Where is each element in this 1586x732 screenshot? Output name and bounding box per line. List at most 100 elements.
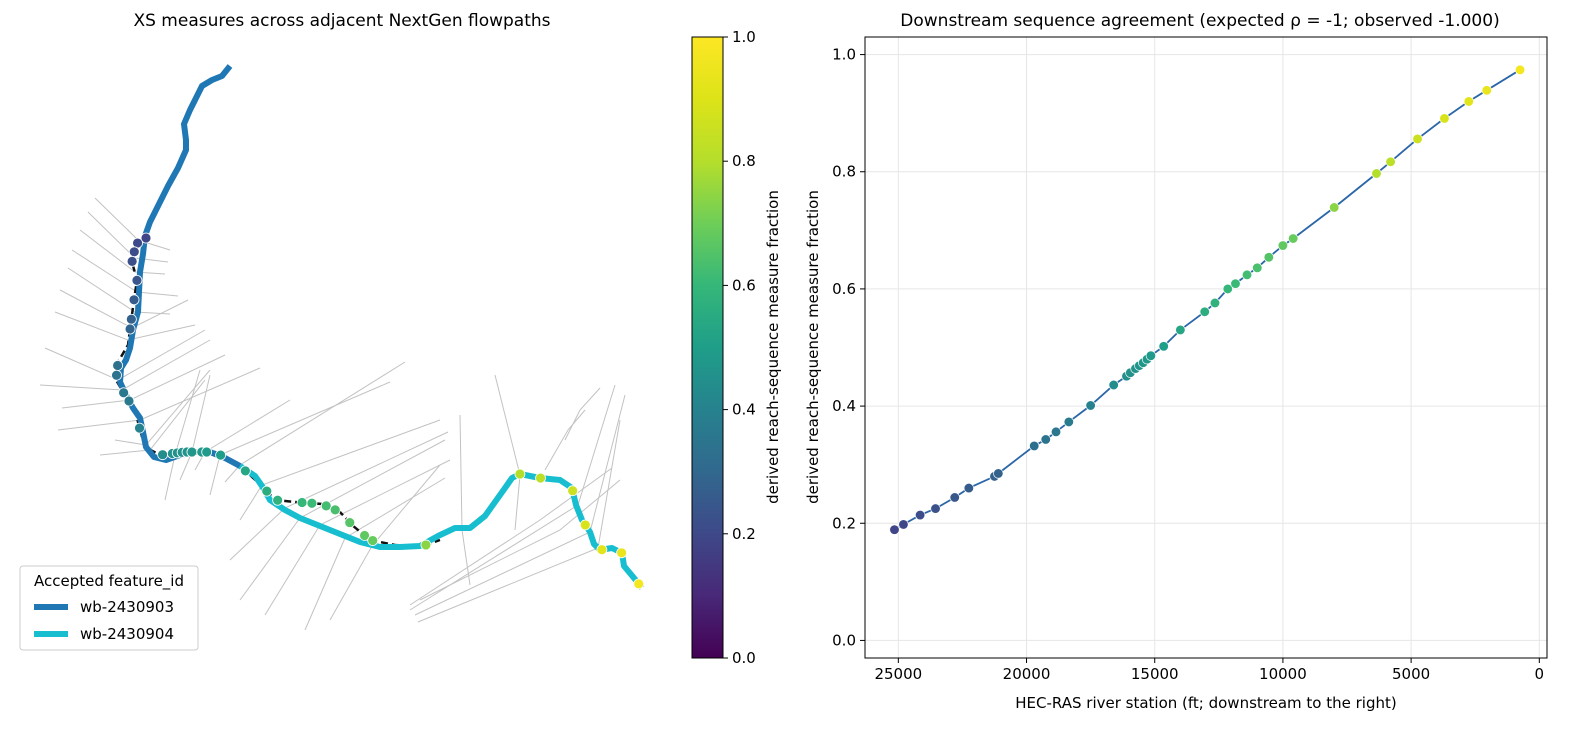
map-measure-points: [111, 232, 645, 590]
map-point: [359, 530, 370, 541]
data-point: [963, 482, 974, 494]
xs-line: [409, 467, 613, 606]
data-point: [1263, 252, 1274, 263]
map-point: [616, 547, 628, 559]
colorbar-tick-label: 0.2: [732, 525, 756, 543]
y-tick-label: 1.0: [832, 46, 856, 64]
xs-line: [99, 379, 206, 456]
data-point: [1209, 297, 1221, 309]
flowpath-wb-2430903: [117, 64, 242, 469]
xs-line: [239, 419, 441, 521]
xs-line: [544, 409, 586, 471]
x-tick-label: 25000: [874, 665, 922, 683]
data-point: [1385, 156, 1396, 167]
map-point: [111, 369, 122, 381]
y-tick-label: 0.0: [832, 631, 856, 649]
data-point: [1230, 278, 1241, 289]
data-point: [1241, 269, 1253, 281]
xs-line: [79, 229, 166, 275]
colorbar-tick-label: 0.8: [732, 152, 756, 170]
x-tick-label: 5000: [1392, 665, 1430, 683]
data-point: [1252, 262, 1263, 273]
data-point: [949, 492, 960, 503]
data-point: [1029, 440, 1040, 452]
data-point: [1514, 64, 1526, 75]
data-point: [898, 519, 909, 530]
chart-title: Downstream sequence agreement (expected …: [900, 11, 1499, 31]
map-point: [272, 494, 284, 506]
map-point: [535, 472, 546, 484]
colorbar-tick-label: 1.0: [732, 28, 756, 46]
data-point: [889, 524, 900, 535]
y-tick-label: 0.8: [832, 163, 856, 181]
data-point: [1199, 306, 1210, 317]
map-point: [134, 422, 145, 434]
xs-line: [419, 479, 621, 601]
xs-line: [57, 367, 261, 431]
xs-line: [59, 289, 189, 329]
data-point: [1158, 341, 1169, 352]
map-point: [123, 395, 135, 407]
data-point: [1063, 416, 1074, 428]
xs-line: [179, 374, 211, 481]
colorbar-ticks: 0.0 0.2 0.4 0.6 0.8 1.0: [723, 28, 756, 667]
x-tick-label: 10000: [1259, 665, 1307, 683]
map-point: [118, 387, 130, 399]
map-point: [633, 578, 645, 590]
map-point: [261, 485, 273, 497]
xs-line: [564, 387, 601, 441]
map-point: [514, 468, 526, 480]
y-tick-label: 0.6: [832, 280, 856, 298]
xs-line: [239, 439, 446, 601]
xs-line: [417, 419, 621, 623]
data-point: [1277, 240, 1289, 251]
x-tick-label: 15000: [1131, 665, 1179, 683]
map-point: [567, 485, 579, 497]
y-tick-label: 0.2: [832, 514, 856, 532]
data-point: [1085, 400, 1096, 411]
map-legend: Accepted feature_id wb-2430903 wb-243090…: [19, 565, 199, 651]
xs-line: [459, 414, 471, 586]
scatter-panel: Downstream sequence agreement (expected …: [804, 11, 1548, 712]
xs-line: [54, 311, 196, 341]
x-axis-label: HEC-RAS river station (ft; downstream to…: [1015, 694, 1396, 712]
colorbar-tick-label: 0.6: [732, 276, 756, 294]
map-point: [367, 535, 379, 546]
x-tick-label: 0: [1535, 665, 1545, 683]
xs-line: [209, 381, 391, 496]
legend-label-wb-2430904: wb-2430904: [80, 625, 174, 643]
plot-axis-ticks: 25000 20000 15000 10000 5000 0 0.0 0.2 0.4 0.6 0.8…: [832, 46, 1544, 683]
map-point: [329, 504, 341, 516]
data-point: [1439, 113, 1450, 124]
map-point: [128, 246, 140, 258]
data-point: [1371, 168, 1382, 179]
data-point: [914, 509, 926, 521]
map-point: [239, 465, 251, 477]
data-point: [993, 468, 1004, 479]
xs-line: [264, 459, 451, 616]
legend-box: [19, 565, 199, 651]
map-point: [131, 274, 143, 286]
data-point: [1108, 379, 1119, 391]
map-point: [140, 232, 152, 244]
xs-line: [494, 374, 521, 531]
data-point: [1050, 426, 1062, 438]
xs-line: [414, 394, 626, 616]
series-line: [894, 69, 1521, 531]
data-point: [1463, 96, 1474, 107]
map-point: [579, 519, 591, 531]
legend-label-wb-2430903: wb-2430903: [80, 598, 174, 616]
plot-grid: [865, 37, 1547, 658]
y-tick-label: 0.4: [832, 397, 856, 415]
colorbar-tick-label: 0.4: [732, 401, 756, 419]
map-point: [420, 539, 432, 551]
map-point: [128, 294, 140, 306]
data-point: [1288, 233, 1299, 244]
map-point: [186, 446, 198, 458]
x-tick-label: 20000: [1003, 665, 1051, 683]
xs-line: [71, 249, 179, 297]
map-title: XS measures across adjacent NextGen flow…: [133, 11, 550, 31]
map-point: [126, 255, 138, 267]
plot-points: [889, 64, 1526, 535]
